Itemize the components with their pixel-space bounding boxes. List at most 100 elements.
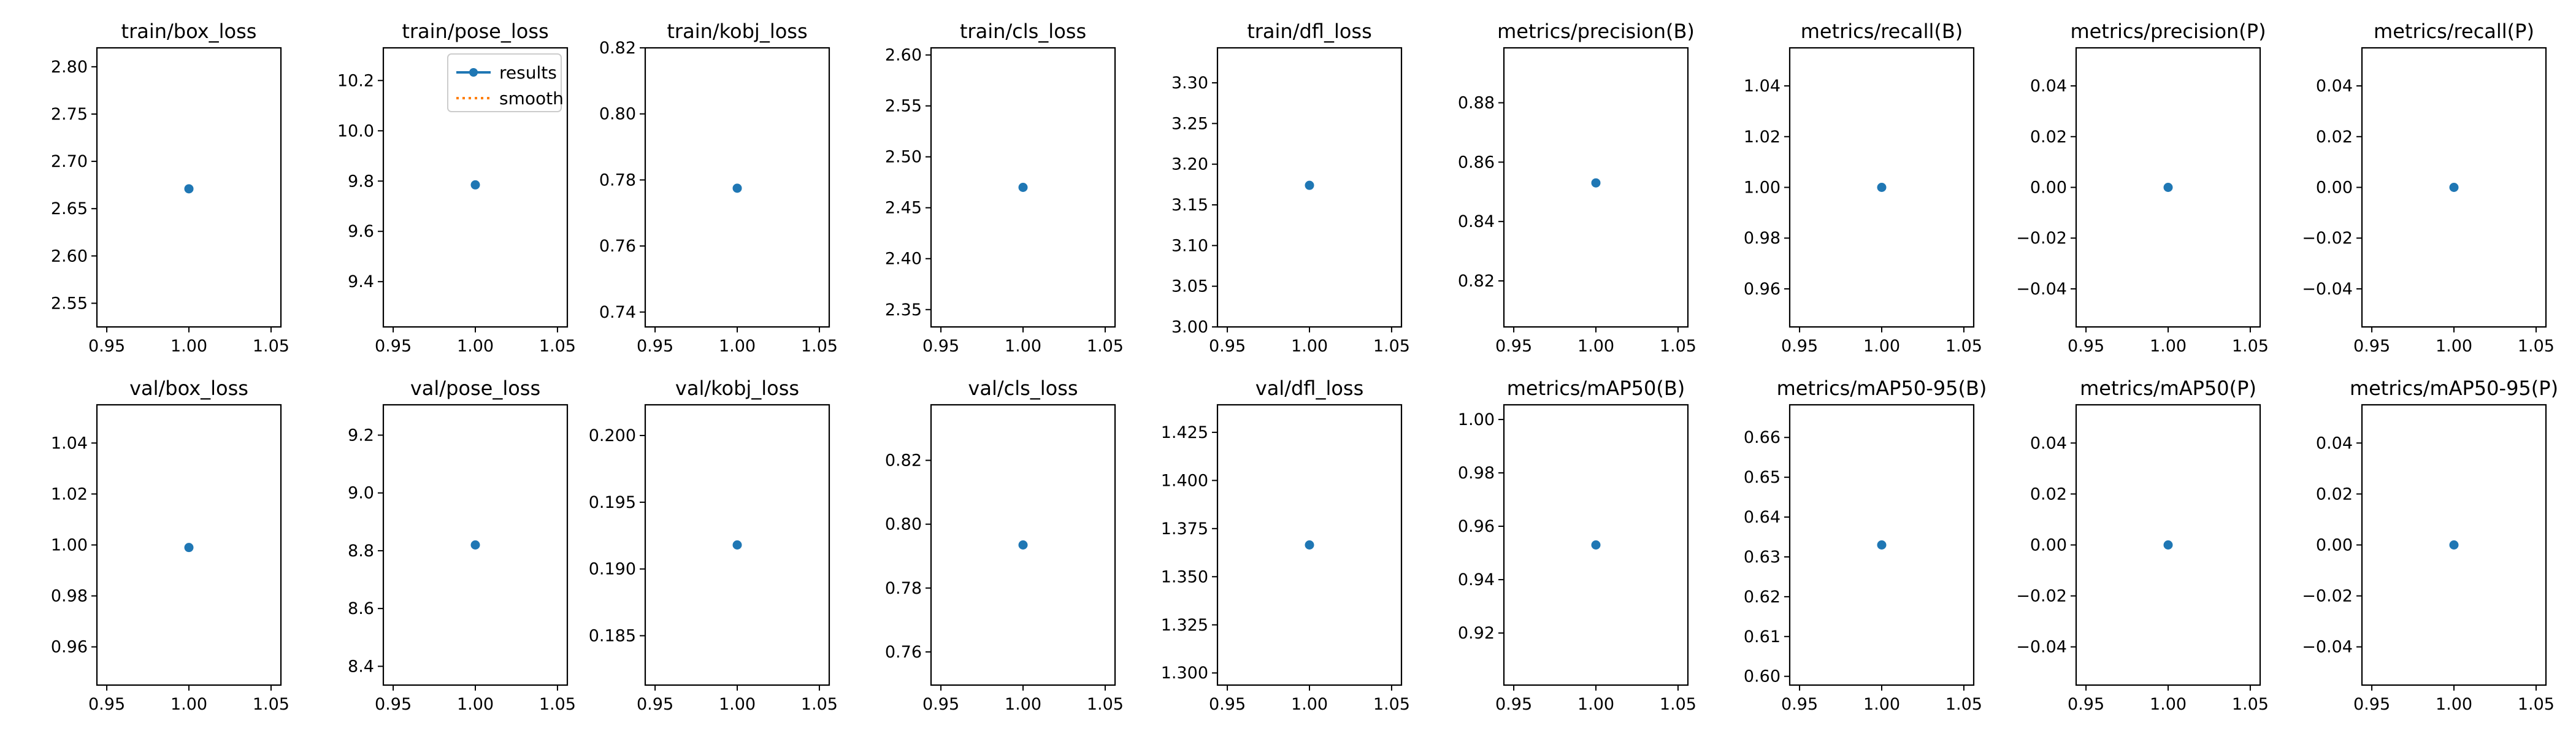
x-tick-label: 1.00 (2436, 337, 2472, 356)
y-tick-label: 0.62 (1744, 588, 1781, 607)
x-tick-label: 0.95 (88, 695, 125, 714)
x-tick-label: 0.95 (2068, 695, 2104, 714)
y-tick-label: 1.325 (1161, 616, 1208, 635)
x-tick-label: 1.05 (1945, 337, 1982, 356)
x-tick-label: 1.00 (457, 695, 494, 714)
subplot-title: metrics/recall(P) (2374, 20, 2534, 43)
y-tick-label: 2.45 (885, 199, 922, 218)
subplot: train/kobj_loss 0.95 1.00 1.05 0.74 0.76 0.78 0… (599, 20, 838, 356)
results-point (1591, 540, 1601, 550)
y-tick-label: 0.80 (599, 105, 636, 124)
x-tick-label: 1.00 (1863, 695, 1900, 714)
y-tick-label: 9.2 (348, 426, 374, 445)
y-tick-label: 3.10 (1171, 236, 1208, 255)
x-tick-label: 0.95 (375, 695, 412, 714)
x-tick-label: 1.05 (539, 695, 576, 714)
x-tick-label: 1.05 (2518, 695, 2555, 714)
y-tick-label: −0.02 (2302, 229, 2353, 248)
y-tick-label: 0.82 (1458, 272, 1495, 291)
results-point (732, 540, 742, 550)
x-tick-label: 0.95 (2068, 337, 2104, 356)
subplot: val/box_loss 0.95 1.00 1.05 0.96 0.98 1.00 1.02… (51, 377, 289, 714)
y-tick-label: 0.00 (2030, 178, 2067, 197)
subplot: val/pose_loss 0.95 1.00 1.05 8.4 8.6 8.8 9.0 9.2 (348, 377, 576, 714)
y-tick-label: 0.82 (885, 451, 922, 470)
legend-label: results (499, 63, 557, 83)
y-tick-label: 0.04 (2030, 77, 2067, 96)
y-tick-label: 0.78 (885, 579, 922, 598)
subplot-title: train/cls_loss (960, 20, 1086, 43)
x-tick-label: 1.00 (1577, 337, 1614, 356)
y-tick-label: −0.04 (2302, 638, 2353, 657)
y-tick-label: 8.4 (348, 657, 374, 676)
y-tick-label: 1.04 (1744, 77, 1781, 96)
y-tick-label: 9.6 (348, 222, 374, 241)
subplot: val/cls_loss 0.95 1.00 1.05 0.76 0.78 0.80 0.82 (885, 377, 1124, 714)
x-tick-label: 1.00 (457, 337, 494, 356)
y-tick-label: 0.190 (589, 560, 636, 579)
results-point (732, 183, 742, 193)
subplot: metrics/precision(P) 0.95 1.00 1.05 −0.04 −0.… (2016, 20, 2269, 356)
subplot-title: val/cls_loss (968, 377, 1078, 400)
y-tick-label: 3.30 (1171, 74, 1208, 93)
y-tick-label: 0.98 (51, 587, 88, 606)
y-tick-label: 1.04 (51, 434, 88, 453)
subplot-title: metrics/mAP50(B) (1507, 377, 1685, 400)
y-tick-label: 0.00 (2316, 536, 2353, 555)
x-tick-label: 0.95 (88, 337, 125, 356)
subplot: train/dfl_loss 0.95 1.00 1.05 3.00 3.05 3.10 3.… (1171, 20, 1410, 356)
y-tick-label: 2.60 (885, 46, 922, 65)
subplot-title: train/pose_loss (402, 20, 548, 43)
subplot: metrics/mAP50-95(B) 0.95 1.00 1.05 0.60 0.61 0… (1744, 377, 1987, 714)
subplot-title: train/kobj_loss (667, 20, 807, 43)
y-tick-label: 2.55 (885, 97, 922, 116)
x-tick-label: 1.05 (539, 337, 576, 356)
y-tick-label: 0.84 (1458, 212, 1495, 231)
x-tick-label: 1.00 (1005, 695, 1041, 714)
x-tick-label: 0.95 (637, 695, 673, 714)
y-tick-label: 0.02 (2316, 128, 2353, 147)
x-tick-label: 1.00 (1291, 695, 1328, 714)
subplot: val/kobj_loss 0.95 1.00 1.05 0.185 0.190 0.195… (589, 377, 838, 714)
y-tick-label: 0.195 (589, 493, 636, 512)
y-tick-label: 0.00 (2030, 536, 2067, 555)
y-tick-label: 3.15 (1171, 196, 1208, 215)
y-tick-label: 1.00 (1458, 410, 1495, 429)
subplot: metrics/mAP50-95(P) 0.95 1.00 1.05 −0.04 −0.0… (2302, 377, 2558, 714)
x-tick-label: 0.95 (922, 695, 959, 714)
y-tick-label: 2.65 (51, 199, 88, 218)
subplot: train/pose_loss 0.95 1.00 1.05 9.4 9.6 9.8 10.0… (337, 20, 576, 356)
x-tick-label: 1.05 (1660, 337, 1696, 356)
subplot-title: val/dfl_loss (1255, 377, 1364, 400)
y-tick-label: 0.74 (599, 303, 636, 322)
y-tick-label: 2.70 (51, 152, 88, 171)
y-tick-label: 0.80 (885, 515, 922, 534)
x-tick-label: 1.05 (253, 337, 289, 356)
y-tick-label: 0.78 (599, 171, 636, 190)
y-tick-label: 0.94 (1458, 570, 1495, 589)
subplot-title: metrics/mAP50-95(B) (1777, 377, 1987, 400)
x-tick-label: 1.05 (801, 337, 838, 356)
y-tick-label: 2.40 (885, 250, 922, 269)
y-tick-label: 0.76 (885, 643, 922, 662)
y-tick-label: 1.00 (1744, 178, 1781, 197)
x-tick-label: 0.95 (637, 337, 673, 356)
subplot-title: metrics/mAP50-95(P) (2350, 377, 2558, 400)
legend-results-marker (469, 68, 478, 77)
y-tick-label: −0.02 (2016, 229, 2067, 248)
y-tick-label: 0.02 (2030, 485, 2067, 504)
results-point (2163, 183, 2173, 192)
x-tick-label: 1.00 (2150, 337, 2187, 356)
x-tick-label: 1.05 (801, 695, 838, 714)
results-point (184, 543, 194, 553)
y-tick-label: 3.20 (1171, 155, 1208, 174)
y-tick-label: −0.04 (2016, 280, 2067, 299)
results-point (470, 540, 480, 550)
legend-label: smooth (499, 88, 564, 109)
y-tick-label: 0.64 (1744, 508, 1781, 527)
subplot: train/cls_loss 0.95 1.00 1.05 2.35 2.40 2.45 2.… (885, 20, 1124, 356)
y-tick-label: 1.400 (1161, 471, 1208, 490)
y-tick-label: 0.96 (1458, 517, 1495, 536)
results-point (1591, 178, 1601, 188)
